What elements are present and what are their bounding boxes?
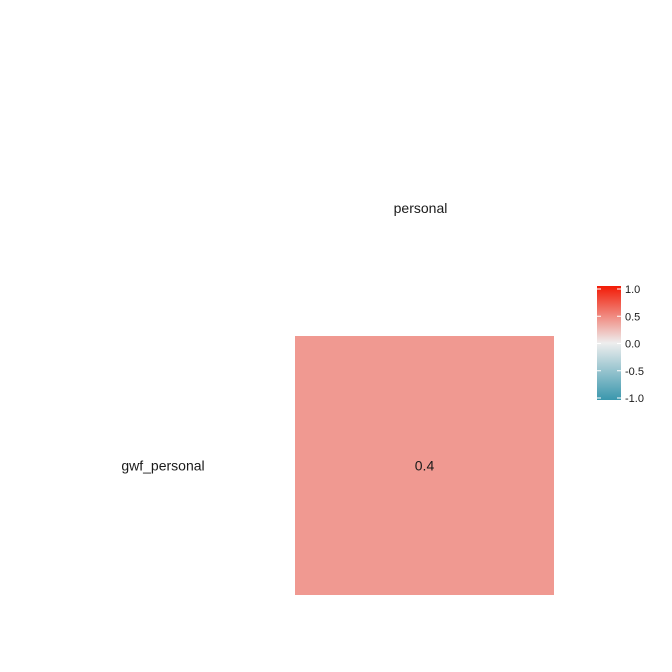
column-labels: personal: [394, 200, 448, 216]
heatmap-cell: [295, 336, 554, 595]
legend-tick-label: 1.0: [625, 284, 640, 296]
legend-tick-label: -1.0: [625, 393, 644, 405]
row-label: gwf_personal: [121, 458, 204, 474]
row-labels: gwf_personal: [121, 458, 204, 474]
heatmap-cells: 0.4: [295, 336, 554, 595]
legend-tick-label: 0.5: [625, 311, 640, 323]
color-legend: 1.0 0.5 0.0 -0.5 -1.0: [597, 284, 644, 405]
cell-value-label: 0.4: [415, 458, 435, 474]
legend-tick-label: -0.5: [625, 366, 644, 378]
legend-ticks: 1.0 0.5 0.0 -0.5 -1.0: [597, 284, 644, 405]
column-label: personal: [394, 200, 448, 216]
legend-tick-label: 0.0: [625, 339, 640, 351]
